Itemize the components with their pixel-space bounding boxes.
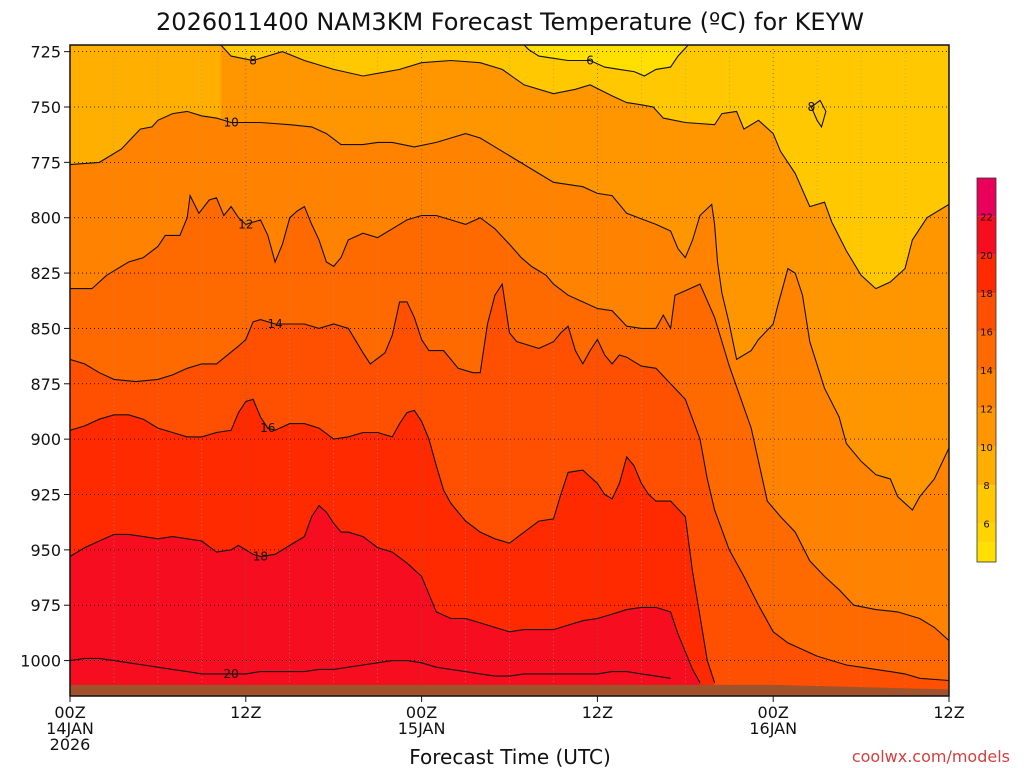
isotherm-label-8-1: 8 xyxy=(807,100,815,114)
y-tick-label-975: 975 xyxy=(30,596,61,615)
isotherm-label-10-3: 10 xyxy=(224,116,239,130)
colorbar-label-16: 16 xyxy=(980,328,993,339)
isotherm-20-8 xyxy=(70,657,671,679)
isotherm-labels: 8 8 6 10 12 14 16 18 20 xyxy=(224,54,816,681)
isotherm-10-3 xyxy=(70,110,949,511)
colorbar-swatch-4 xyxy=(977,408,996,447)
isotherm-label-12-4: 12 xyxy=(238,217,253,231)
x-tick-label-0-2: 2026 xyxy=(50,735,91,754)
colorbar-swatch-5 xyxy=(977,370,996,409)
gridlines xyxy=(70,45,949,696)
colorbar-label-10: 10 xyxy=(980,443,993,454)
y-axis: 725 750 775 800 825 850 875 900 925 950 975 1000 xyxy=(20,43,70,671)
isotherm-lines xyxy=(70,45,949,683)
colorbar-label-22: 22 xyxy=(980,212,993,223)
colorbar-swatch-6 xyxy=(977,331,996,370)
credit-text: coolwx.com/models xyxy=(852,747,1010,766)
x-tick-label-24-1: 15JAN xyxy=(398,719,446,738)
colorbar-swatch-2 xyxy=(977,485,996,524)
colorbar-label-14: 14 xyxy=(980,366,993,377)
isotherm-6-2 xyxy=(523,45,689,77)
colorbar-swatch-1 xyxy=(977,523,996,543)
plot-frame xyxy=(69,44,950,697)
isotherm-label-8-0: 8 xyxy=(249,54,257,68)
isotherm-label-16-6: 16 xyxy=(260,421,275,435)
surface-ground xyxy=(70,684,949,696)
y-tick-label-925: 925 xyxy=(30,486,61,505)
temperature-bands xyxy=(70,45,949,696)
colorbar-label-12: 12 xyxy=(980,404,993,415)
x-tick-label-60-0: 12Z xyxy=(933,703,964,722)
isotherm-14-5 xyxy=(70,282,949,682)
band-20-22 xyxy=(70,505,700,696)
colorbar-swatch-7 xyxy=(977,293,996,332)
x-tick-label-0-1: 14JAN xyxy=(46,719,94,738)
band-below-6 xyxy=(524,45,689,76)
colorbar-swatch-8 xyxy=(977,254,996,294)
x-tick-label-0-0: 00Z xyxy=(54,703,85,722)
x-tick-label-48-1: 16JAN xyxy=(749,719,797,738)
isotherm-8-1 xyxy=(810,99,827,129)
isotherm-8-0 xyxy=(220,45,949,290)
isotherm-label-6-2: 6 xyxy=(586,54,594,68)
isotherm-label-14-5: 14 xyxy=(267,317,282,331)
colorbar-legend: 6 8 10 12 14 16 18 20 22 xyxy=(976,177,997,563)
band-6-8 xyxy=(220,45,949,289)
colorbar-swatch-9 xyxy=(977,216,996,255)
isotherm-16-6 xyxy=(70,398,716,683)
y-tick-label-775: 775 xyxy=(30,153,61,172)
x-axis-label: Forecast Time (UTC) xyxy=(409,745,611,768)
colorbar-swatch-10 xyxy=(977,178,996,217)
y-tick-label-825: 825 xyxy=(30,264,61,283)
colorbar-swatch-0 xyxy=(977,542,996,562)
y-tick-label-900: 900 xyxy=(30,430,61,449)
colorbar-label-6: 6 xyxy=(983,520,989,531)
chart-title: 2026011400 NAM3KM Forecast Temperature (… xyxy=(156,8,864,36)
plot-area: 8 8 6 10 12 14 16 18 20 xyxy=(70,45,949,696)
colorbar-frame xyxy=(976,177,997,563)
colorbar-label-18: 18 xyxy=(980,289,993,300)
y-tick-label-850: 850 xyxy=(30,319,61,338)
y-tick-label-800: 800 xyxy=(30,209,61,228)
colorbar-swatch-3 xyxy=(977,446,996,486)
y-tick-label-725: 725 xyxy=(30,43,61,62)
x-tick-label-12-0: 12Z xyxy=(230,703,261,722)
x-tick-label-36-0: 12Z xyxy=(582,703,613,722)
colorbar-label-20: 20 xyxy=(980,251,993,262)
isotherm-18-7 xyxy=(70,504,701,683)
y-tick-label-950: 950 xyxy=(30,541,61,560)
y-tick-label-750: 750 xyxy=(30,98,61,117)
isotherm-label-20-8: 20 xyxy=(224,667,239,681)
isotherm-12-4 xyxy=(70,193,949,642)
y-tick-label-875: 875 xyxy=(30,375,61,394)
x-tick-label-48-0: 00Z xyxy=(758,703,789,722)
y-tick-label-1000: 1000 xyxy=(20,652,61,671)
colorbar-label-8: 8 xyxy=(983,481,989,492)
x-tick-label-24-0: 00Z xyxy=(406,703,437,722)
isotherm-label-18-7: 18 xyxy=(253,550,268,564)
